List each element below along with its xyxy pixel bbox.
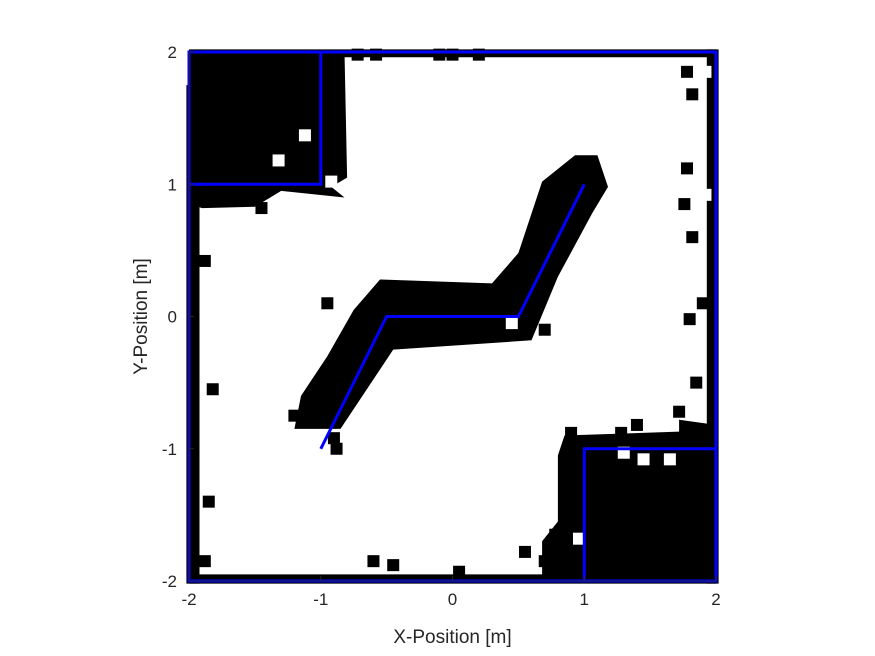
free-cell [505, 317, 518, 330]
occupied-cell [304, 405, 317, 418]
y-tick-label: 1 [168, 175, 177, 194]
occupied-cell [202, 495, 215, 508]
occupied-cell [518, 545, 531, 558]
occupied-cell [630, 418, 643, 431]
occupied-region-center-s-band [294, 155, 608, 429]
x-tick-label: 0 [448, 590, 457, 609]
occupied-cell [549, 528, 562, 541]
occupied-cell [288, 409, 301, 422]
occupied-cell [327, 432, 340, 445]
y-tick-label: 2 [168, 43, 177, 62]
occupied-cell [538, 555, 551, 568]
y-tick-label: -2 [162, 572, 177, 591]
x-tick-label: 1 [580, 590, 589, 609]
x-tick-label: -2 [181, 590, 196, 609]
x-tick-label: 2 [711, 590, 720, 609]
occupied-cell [678, 198, 691, 211]
occupied-cell [321, 297, 334, 310]
free-cell [699, 188, 712, 201]
occupied-cell [370, 48, 383, 61]
occupied-cell [690, 376, 703, 389]
occupied-cell [330, 442, 343, 455]
occupied-cell [538, 323, 551, 336]
occupied-cell [683, 313, 696, 326]
free-cell [572, 532, 585, 545]
free-cell [637, 453, 650, 466]
occupied-region-upper-left-blob [189, 52, 348, 209]
occupied-cell [255, 202, 268, 215]
y-axis-label: Y-Position [m] [131, 258, 152, 375]
occupied-region-lower-right-blob [542, 419, 716, 581]
occupied-cell [198, 555, 211, 568]
occupied-cell [446, 48, 459, 61]
occupied-cell [235, 184, 248, 197]
occupied-cell [198, 254, 211, 267]
occupied-cell [433, 48, 446, 61]
y-tick-label: 0 [168, 308, 177, 327]
occupied-cell [351, 48, 364, 61]
occupied-cell [453, 565, 466, 578]
occupied-cell [686, 88, 699, 101]
tick-labels: -2 -1 0 1 2 -2 -1 0 1 2 [162, 43, 721, 609]
occupied-cell [387, 559, 400, 572]
occupied-cell [206, 383, 219, 396]
x-tick-label: -1 [313, 590, 328, 609]
x-axis-label: X-Position [m] [393, 627, 511, 648]
occupied-cell [615, 426, 628, 439]
occupied-cell [673, 405, 686, 418]
occupied-cell [472, 48, 485, 61]
free-cell [298, 129, 311, 142]
free-cell [325, 175, 338, 188]
wall-center-s-wall [319, 183, 586, 450]
occupied-cell [367, 555, 380, 568]
occupied-cell [681, 65, 694, 78]
y-tick-label: -1 [162, 440, 177, 459]
occupied-cell [681, 162, 694, 175]
occupied-cell [686, 231, 699, 244]
free-cell [272, 154, 285, 167]
free-cell [699, 65, 712, 78]
occupied-cell [696, 297, 709, 310]
occupied-cell [565, 426, 578, 439]
tick-marks [188, 51, 717, 582]
free-cell [663, 453, 676, 466]
